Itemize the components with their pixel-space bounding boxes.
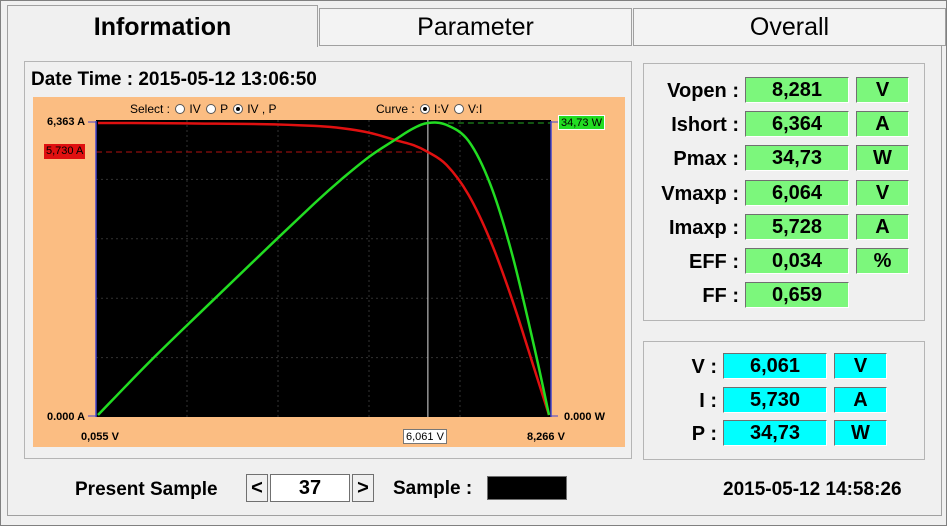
result-value: 8,281 — [745, 77, 849, 103]
cursor-value: 6,061 — [723, 353, 827, 379]
cursor-value: 5,730 — [723, 387, 827, 413]
result-value: 6,064 — [745, 180, 849, 206]
radio-p[interactable] — [206, 104, 217, 114]
radio-iv[interactable] — [175, 104, 186, 114]
prev-sample-button[interactable]: < — [246, 474, 268, 502]
cursor-label: V : — [691, 356, 717, 378]
plot-axes — [88, 121, 558, 417]
tab-information[interactable]: Information — [7, 5, 318, 47]
curve-radio-group: Curve : I:V V:I — [376, 102, 482, 116]
y-right-bottom-label: 0.000 W — [564, 411, 605, 423]
next-sample-button[interactable]: > — [352, 474, 374, 502]
result-value: 0,659 — [745, 282, 849, 308]
tab-parameter[interactable]: Parameter — [319, 8, 632, 46]
tab-panel — [7, 46, 942, 516]
result-unit: V — [856, 180, 909, 206]
cursor-label: I : — [699, 390, 717, 412]
cursor-unit: V — [834, 353, 887, 379]
cursor-unit: W — [834, 420, 887, 446]
sample-number-field[interactable]: 37 — [270, 474, 350, 502]
y-left-top-label: 6,363 A — [47, 116, 86, 128]
x-right-label: 8,266 V — [527, 431, 565, 443]
result-unit: % — [856, 248, 909, 274]
result-unit: A — [856, 214, 909, 240]
current-marker-tag: 5,730 A — [44, 144, 86, 159]
result-label: Vopen : — [667, 80, 739, 102]
iv-curve-plot[interactable] — [96, 120, 551, 417]
date-time-label: Date Time : 2015-05-12 13:06:50 — [31, 69, 317, 90]
result-label: Imaxp : — [668, 217, 739, 239]
radio-vi-curve[interactable] — [454, 104, 465, 114]
result-unit: A — [856, 111, 909, 137]
select-radio-group: Select : IV P IV , P — [130, 102, 277, 116]
radio-iv-curve-label: I:V — [434, 102, 449, 116]
plot-grid — [96, 120, 551, 417]
cursor-unit: A — [834, 387, 887, 413]
timestamp: 2015-05-12 14:58:26 — [723, 479, 902, 500]
result-unit: W — [856, 145, 909, 171]
result-value: 6,364 — [745, 111, 849, 137]
radio-iv-label: IV — [189, 102, 201, 116]
present-sample-label: Present Sample — [75, 479, 218, 500]
tab-overall[interactable]: Overall — [633, 8, 946, 46]
power-curve-line — [97, 121, 551, 416]
radio-vi-curve-label: V:I — [468, 102, 483, 116]
radio-iv-p[interactable] — [233, 104, 244, 114]
select-label: Select : — [130, 102, 171, 116]
result-unit: V — [856, 77, 909, 103]
radio-p-label: P — [220, 102, 228, 116]
sample-label: Sample : — [393, 478, 473, 499]
result-value: 34,73 — [745, 145, 849, 171]
result-label: Pmax : — [673, 148, 739, 170]
iv-curve-line — [97, 121, 551, 416]
result-label: FF : — [702, 285, 739, 307]
radio-iv-p-label: IV , P — [247, 102, 277, 116]
result-label: Ishort : — [671, 114, 739, 136]
x-left-label: 0,055 V — [81, 431, 119, 443]
voltage-marker-tag: 6,061 V — [403, 429, 447, 444]
sample-indicator — [487, 476, 567, 500]
result-label: Vmaxp : — [661, 183, 739, 205]
power-marker-tag: 34,73 W — [558, 115, 605, 130]
cursor-value: 34,73 — [723, 420, 827, 446]
result-value: 5,728 — [745, 214, 849, 240]
cursor-label: P : — [691, 423, 717, 445]
result-label: EFF : — [689, 251, 739, 273]
radio-iv-curve[interactable] — [420, 104, 431, 114]
curve-label: Curve : — [376, 102, 415, 116]
y-left-bottom-label: 0.000 A — [47, 411, 86, 423]
result-value: 0,034 — [745, 248, 849, 274]
